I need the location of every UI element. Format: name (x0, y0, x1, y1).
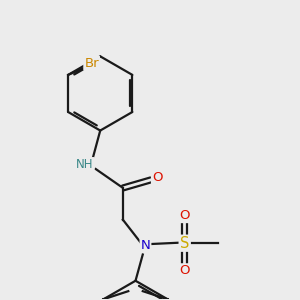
Text: Br: Br (84, 57, 99, 70)
Text: N: N (141, 238, 150, 251)
Text: S: S (180, 236, 189, 251)
Text: O: O (180, 209, 190, 222)
Text: NH: NH (76, 158, 94, 171)
Text: O: O (180, 264, 190, 277)
Text: O: O (152, 171, 163, 184)
